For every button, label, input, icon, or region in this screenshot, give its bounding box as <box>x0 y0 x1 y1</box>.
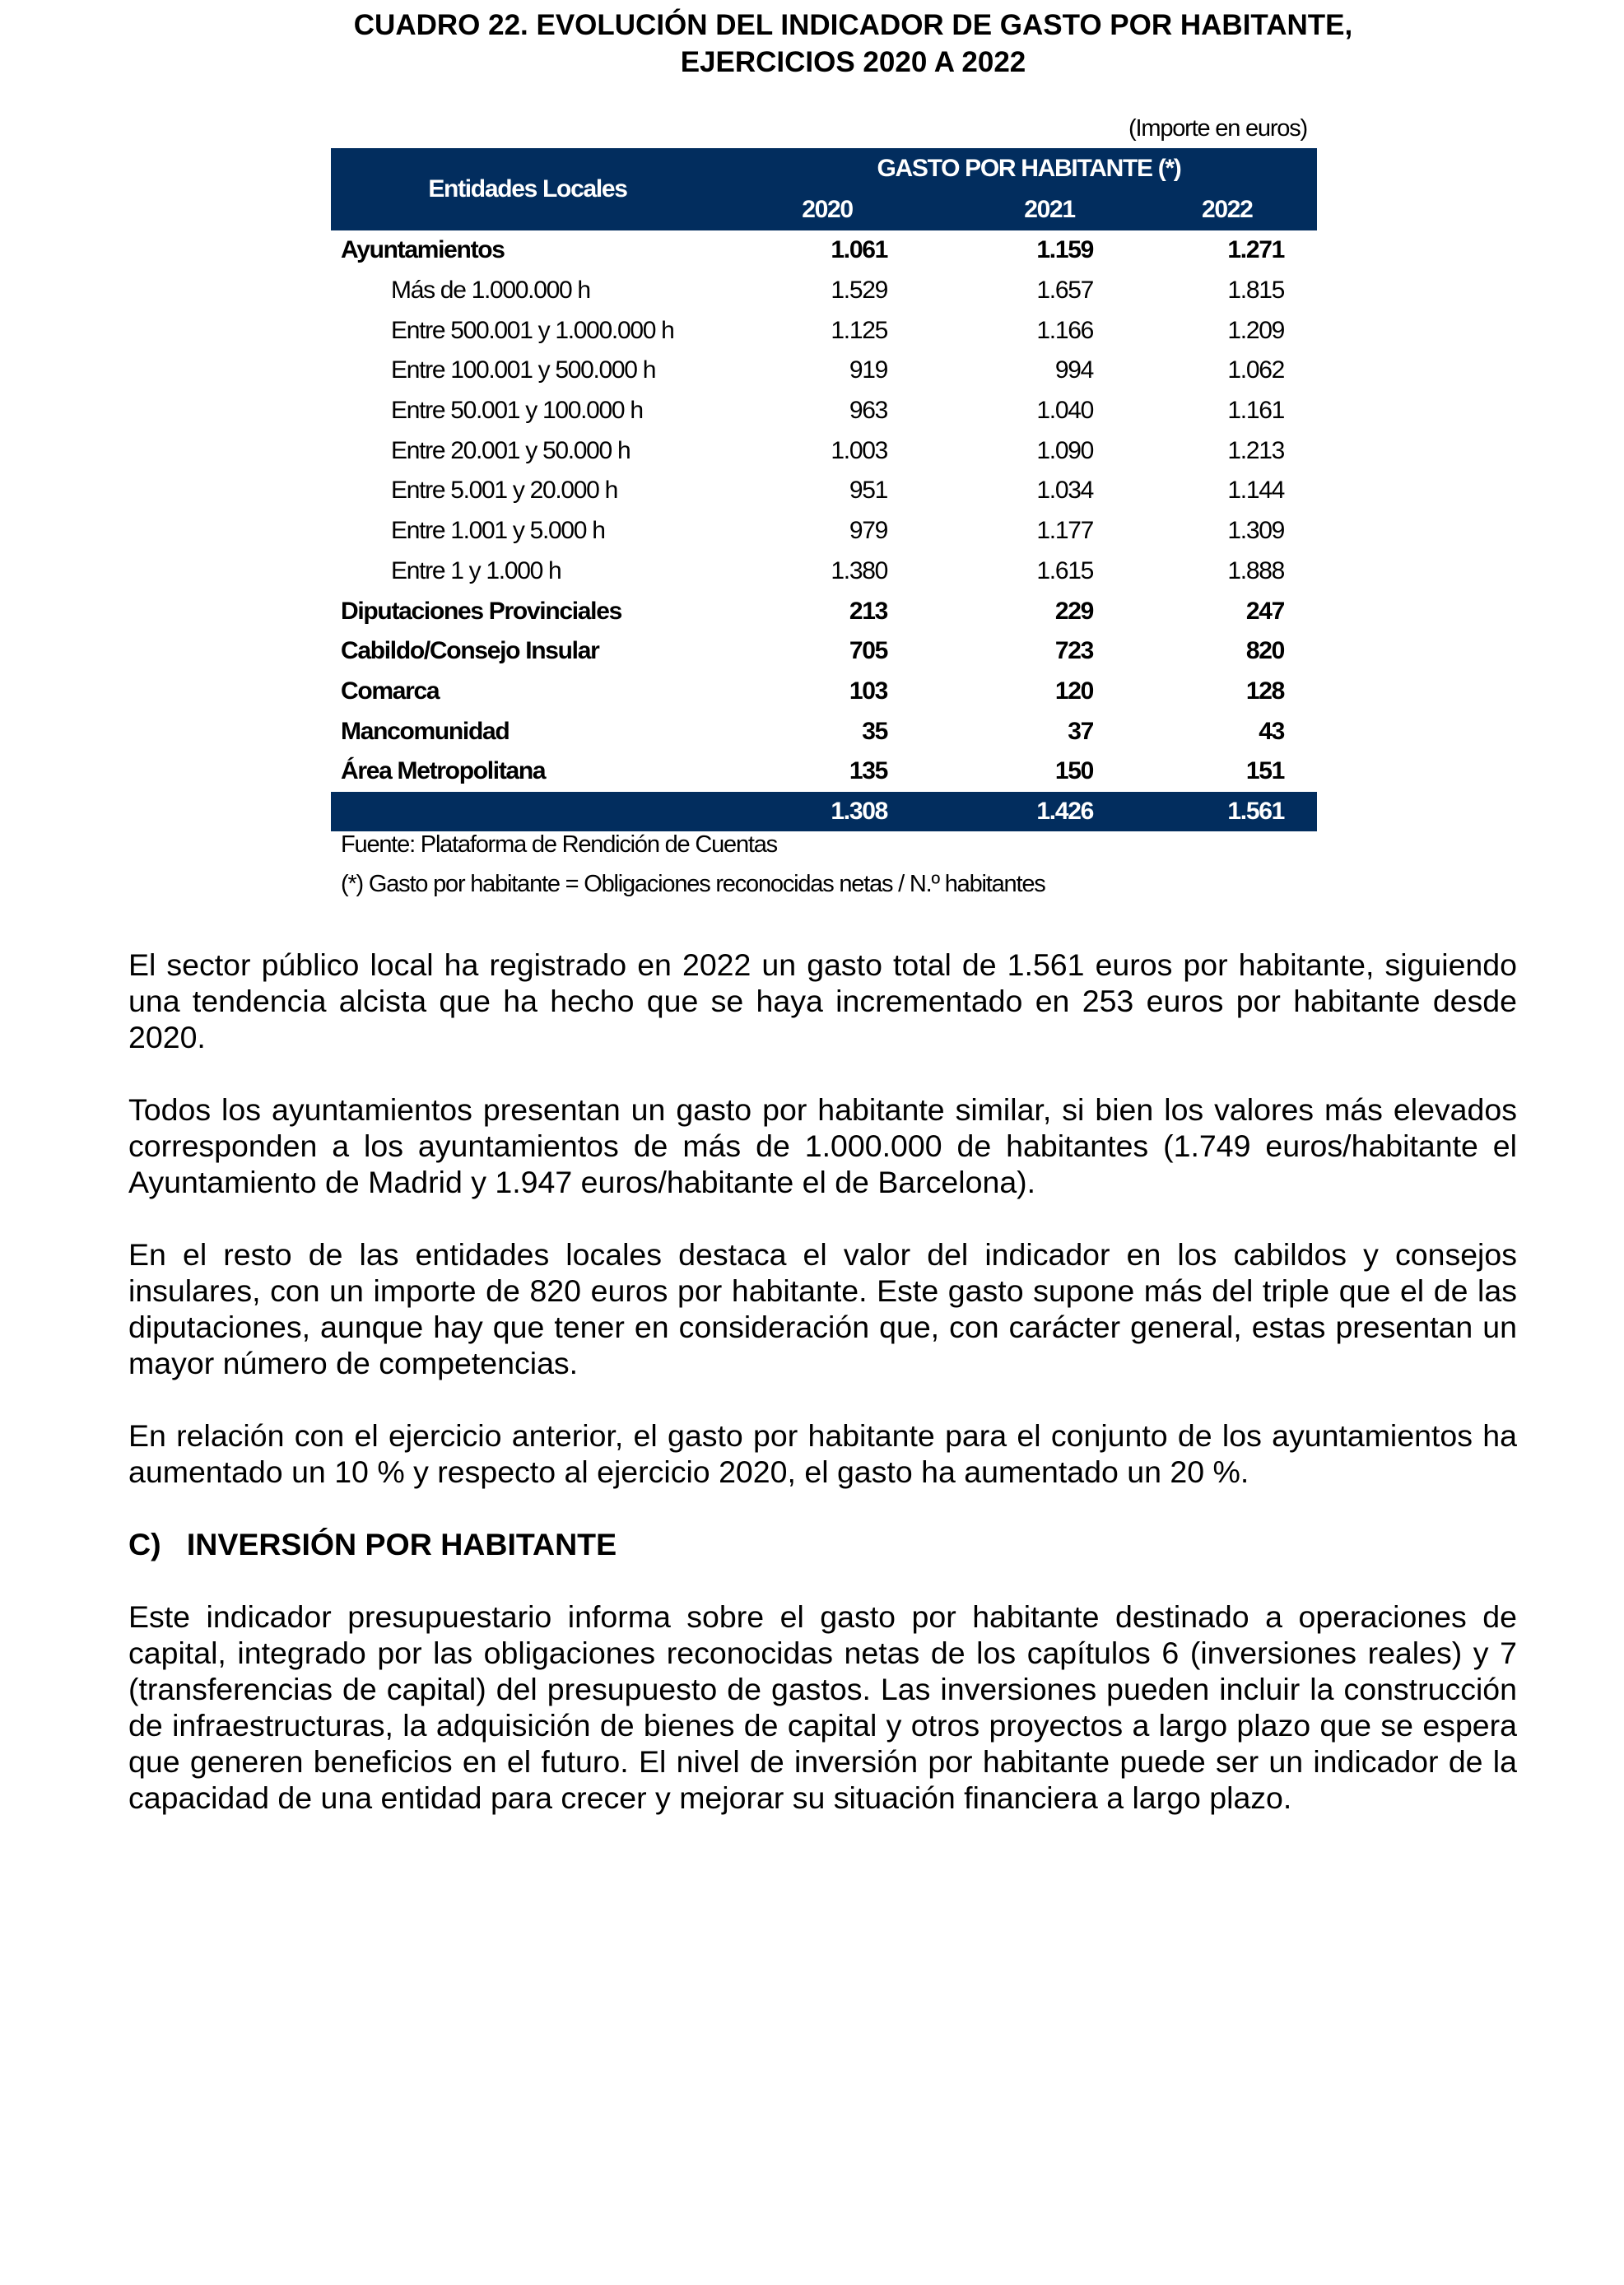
row-label: Más de 1.000.000 h <box>391 277 591 305</box>
cell-value: 151 <box>1245 757 1285 785</box>
cell-value: 1.209 <box>1227 316 1285 344</box>
cell-value: 35 <box>862 717 888 745</box>
table-row: Mancomunidad 35 37 43 <box>331 711 1317 752</box>
table-row: Entre 50.001 y 100.000 h 963 1.040 1.161 <box>331 391 1317 431</box>
cell-value: 1.529 <box>831 277 888 305</box>
table-row: Entre 5.001 y 20.000 h 951 1.034 1.144 <box>331 471 1317 511</box>
table-row: Comarca 103 120 128 <box>331 672 1317 712</box>
table-row: Área Metropolitana 135 150 151 <box>331 752 1317 792</box>
cell-value: 1.177 <box>1036 517 1094 545</box>
cell-value: 1.888 <box>1227 556 1285 584</box>
row-label: Entre 5.001 y 20.000 h <box>391 477 618 505</box>
paragraph: Todos los ayuntamientos presentan un gas… <box>128 1092 1517 1199</box>
cell-value: 963 <box>849 397 888 425</box>
total-label-cell <box>331 791 741 831</box>
row-label: Mancomunidad <box>341 717 510 745</box>
cell-value: 820 <box>1245 637 1285 665</box>
cell-value: 103 <box>849 677 888 705</box>
cell-value: 1.657 <box>1036 277 1094 305</box>
table-row: Entre 1 y 1.000 h 1.380 1.615 1.888 <box>331 551 1317 592</box>
cell-value: 135 <box>849 757 888 785</box>
total-row: 1.308 1.426 1.561 <box>331 791 1317 831</box>
table-row: Entre 20.001 y 50.000 h 1.003 1.090 1.213 <box>331 430 1317 471</box>
spending-per-inhabitant-table: Entidades Locales GASTO POR HABITANTE (*… <box>331 148 1317 831</box>
footnote: (*) Gasto por habitante = Obligaciones r… <box>341 871 1046 897</box>
section-heading: C) INVERSIÓN POR HABITANTE <box>128 1527 617 1561</box>
cell-value: 1.040 <box>1036 397 1094 425</box>
cell-value: 951 <box>849 477 888 505</box>
table-row: Ayuntamientos 1.061 1.159 1.271 <box>331 230 1317 271</box>
cell-value: 1.615 <box>1036 556 1094 584</box>
cell-value: 979 <box>849 517 888 545</box>
cell-value: 150 <box>1054 757 1094 785</box>
col-header-group: GASTO POR HABITANTE (*) <box>741 148 1317 189</box>
cell-value: 213 <box>849 597 888 625</box>
cell-value: 120 <box>1054 677 1094 705</box>
cell-value: 247 <box>1245 597 1285 625</box>
row-label: Ayuntamientos <box>341 236 505 264</box>
cell-value: 1.213 <box>1227 436 1285 464</box>
cell-value: 37 <box>1068 717 1094 745</box>
cell-value: 1.166 <box>1036 316 1094 344</box>
cell-value: 1.034 <box>1036 477 1094 505</box>
total-value: 1.308 <box>741 791 947 831</box>
table-row: Más de 1.000.000 h 1.529 1.657 1.815 <box>331 271 1317 311</box>
cell-value: 1.144 <box>1227 477 1285 505</box>
cell-value: 229 <box>1054 597 1094 625</box>
title-line-2: EJERCICIOS 2020 A 2022 <box>680 46 1026 78</box>
cell-value: 43 <box>1259 717 1285 745</box>
table-row: Entre 100.001 y 500.000 h 919 994 1.062 <box>331 351 1317 391</box>
source-note: Fuente: Plataforma de Rendición de Cuent… <box>341 831 778 858</box>
cell-value: 1.815 <box>1227 277 1285 305</box>
row-label: Cabildo/Consejo Insular <box>341 637 600 665</box>
cell-value: 1.003 <box>831 436 888 464</box>
cell-value: 723 <box>1054 637 1094 665</box>
col-header-year: 2021 <box>947 189 1152 230</box>
row-label: Entre 100.001 y 500.000 h <box>391 356 656 384</box>
total-value: 1.561 <box>1152 791 1317 831</box>
table-title: CUADRO 22. EVOLUCIÓN DEL INDICADOR DE GA… <box>0 7 1624 81</box>
cell-value: 1.309 <box>1227 517 1285 545</box>
paragraph: Este indicador presupuestario informa so… <box>128 1599 1517 1815</box>
cell-value: 1.125 <box>831 316 888 344</box>
row-label: Diputaciones Provinciales <box>341 597 622 625</box>
cell-value: 994 <box>1054 356 1094 384</box>
col-header-year: 2022 <box>1152 189 1317 230</box>
row-label: Comarca <box>341 677 440 705</box>
paragraph: En el resto de las entidades locales des… <box>128 1237 1517 1380</box>
unit-note: (Importe en euros) <box>1128 115 1308 142</box>
body-text: El sector público local ha registrado en… <box>128 947 1517 1852</box>
paragraph: El sector público local ha registrado en… <box>128 947 1517 1054</box>
cell-value: 1.159 <box>1036 236 1094 264</box>
cell-value: 1.061 <box>831 236 888 264</box>
cell-value: 1.271 <box>1227 236 1285 264</box>
cell-value: 919 <box>849 356 888 384</box>
row-label: Entre 1.001 y 5.000 h <box>391 517 606 545</box>
paragraph: En relación con el ejercicio anterior, e… <box>128 1418 1517 1489</box>
col-header-entity: Entidades Locales <box>331 148 741 230</box>
table-row: Entre 500.001 y 1.000.000 h 1.125 1.166 1.2… <box>331 310 1317 351</box>
table-row: Entre 1.001 y 5.000 h 979 1.177 1.309 <box>331 511 1317 551</box>
col-header-year: 2020 <box>741 189 947 230</box>
title-line-1: CUADRO 22. EVOLUCIÓN DEL INDICADOR DE GA… <box>353 9 1353 41</box>
row-label: Entre 1 y 1.000 h <box>391 556 562 584</box>
row-label: Entre 20.001 y 50.000 h <box>391 436 631 464</box>
table-row: Cabildo/Consejo Insular 705 723 820 <box>331 631 1317 672</box>
cell-value: 1.380 <box>831 556 888 584</box>
cell-value: 705 <box>849 637 888 665</box>
total-value: 1.426 <box>947 791 1152 831</box>
cell-value: 1.161 <box>1227 397 1285 425</box>
row-label: Entre 50.001 y 100.000 h <box>391 397 644 425</box>
cell-value: 128 <box>1245 677 1285 705</box>
row-label: Entre 500.001 y 1.000.000 h <box>391 316 675 344</box>
table-row: Diputaciones Provinciales 213 229 247 <box>331 591 1317 631</box>
row-label: Área Metropolitana <box>341 757 547 785</box>
cell-value: 1.062 <box>1227 356 1285 384</box>
cell-value: 1.090 <box>1036 436 1094 464</box>
